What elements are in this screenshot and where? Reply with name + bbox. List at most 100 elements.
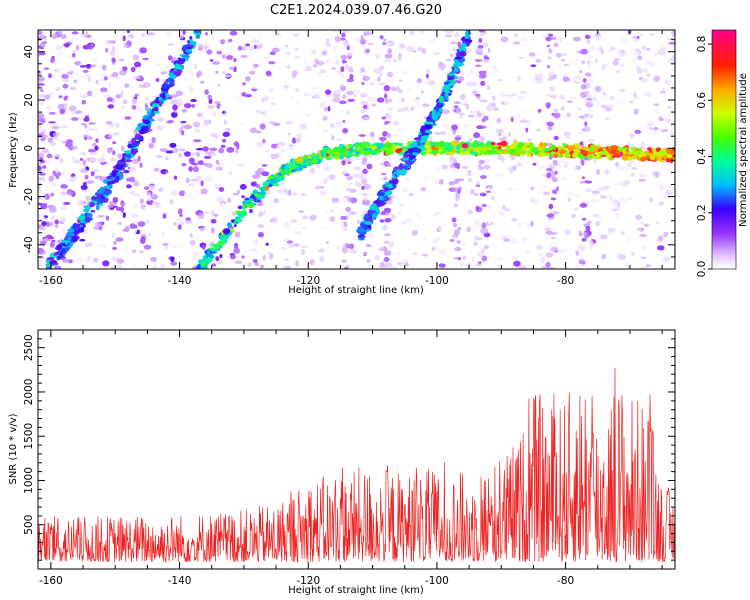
spectrogram-cell (48, 269, 53, 273)
spectrogram-cell (548, 232, 555, 235)
spectrogram-cell (83, 30, 88, 36)
spectrogram-cell (553, 211, 560, 215)
spectrogram-cell (233, 57, 237, 63)
spectrogram-cell (262, 181, 270, 187)
spectrogram-cell (298, 210, 305, 213)
spectrogram-cell (324, 177, 329, 183)
spectrogram-cell (285, 44, 289, 48)
snr-x-tick-label: -160 (39, 575, 63, 587)
spectrogram-cell (429, 141, 437, 146)
spectrogram-cell (317, 71, 322, 76)
spectrogram-cell (177, 224, 182, 230)
spectrogram-cell (534, 74, 541, 81)
spectrogram-cell (217, 172, 223, 176)
spectrogram-cell (366, 233, 375, 238)
spectrogram-cell (577, 131, 586, 135)
spectrogram-cell (345, 264, 350, 268)
spectrogram-cell (449, 156, 455, 160)
spectrogram-cell (137, 221, 146, 227)
spectrogram-cell (290, 95, 295, 99)
spectrogram-cell (649, 61, 656, 68)
spectrogram-cell (487, 186, 491, 191)
spectrogram-cell (437, 225, 442, 231)
spectrogram-cell (95, 79, 99, 85)
spectrogram-cell (511, 218, 518, 222)
spectrogram-cell (167, 77, 172, 83)
spectrogram-cell (120, 105, 126, 110)
spectrogram-cell (454, 56, 463, 60)
spectrogram-cell (473, 241, 478, 246)
spectrogram-cell (56, 244, 63, 250)
spectrogram-cell (581, 60, 586, 65)
spectrogram-cell (48, 112, 57, 115)
spectrogram-cell (97, 198, 105, 204)
spectrogram-cell (631, 251, 635, 257)
spectrogram-cell (390, 86, 397, 92)
spectrogram-cell (399, 43, 406, 49)
spectrogram-cell (60, 184, 68, 189)
spectrogram-cell (538, 152, 544, 158)
spectrogram-cell (377, 76, 381, 82)
spectrogram-cell (602, 94, 610, 98)
spectrogram-y-tick-label: 40 (23, 45, 35, 58)
spectrogram-cell (296, 133, 303, 139)
spectrogram-cell (55, 45, 63, 50)
spectrogram-cell (608, 103, 614, 109)
spectrogram-cell (381, 196, 385, 201)
spectrogram-cell (655, 221, 660, 224)
colorbar-tick-label: 0.0 (696, 261, 708, 278)
spectrogram-cell (487, 205, 491, 210)
spectrogram-cell (143, 186, 150, 191)
spectrogram-cell (382, 41, 387, 46)
spectrogram-cell (511, 92, 518, 97)
spectrogram-cell (312, 64, 318, 68)
spectrogram-cell (342, 120, 346, 123)
spectrogram-cell (215, 166, 223, 171)
spectrogram-cell (509, 148, 517, 155)
spectrogram-cell (627, 151, 635, 155)
colorbar-label: Normalized spectral amplitude (738, 73, 749, 227)
spectrogram-cell (309, 168, 316, 174)
spectrogram-cell (281, 165, 285, 170)
spectrogram-cell (87, 148, 97, 153)
spectrogram-cell (92, 142, 97, 147)
spectrogram-cell (390, 101, 395, 106)
spectrogram-cell (426, 118, 434, 122)
spectrogram-cell (109, 183, 113, 189)
spectrogram-cell (173, 69, 178, 72)
spectrogram-cell (618, 197, 627, 204)
spectrogram-cell (501, 156, 505, 162)
spectrogram-cell (586, 239, 594, 246)
spectrogram-cell (324, 59, 331, 64)
spectrogram-cell (38, 165, 42, 171)
spectrogram-cell (122, 153, 127, 157)
spectrogram-cell (505, 144, 511, 150)
spectrogram-cell (601, 254, 606, 260)
spectrogram-cell (284, 258, 290, 262)
spectrogram-cell (136, 137, 143, 141)
spectrogram-cell (542, 152, 549, 156)
spectrogram-cell (581, 176, 586, 180)
spectrogram-cell (461, 42, 467, 48)
spectrogram-cell (346, 150, 351, 157)
spectrogram-cell (269, 252, 274, 260)
spectrogram-cell (387, 48, 392, 54)
spectrogram-cell (640, 256, 647, 259)
spectrogram-cell (657, 49, 666, 56)
spectrogram-cell (597, 187, 606, 192)
spectrogram-cell (580, 146, 589, 151)
spectrogram-cell (343, 221, 348, 227)
spectrogram-cell (215, 70, 219, 75)
spectrogram-cell (424, 141, 433, 147)
spectrogram-cell (128, 84, 137, 90)
spectrogram-cell (249, 128, 255, 133)
spectrogram-cell (86, 74, 91, 78)
spectrogram-cell (318, 248, 325, 253)
spectrogram-cell (253, 63, 259, 68)
spectrogram-cell (142, 189, 148, 196)
spectrogram-cell (413, 50, 417, 53)
spectrogram-cell (246, 180, 251, 184)
spectrogram-cell (169, 94, 178, 98)
spectrogram-cell (546, 219, 551, 226)
